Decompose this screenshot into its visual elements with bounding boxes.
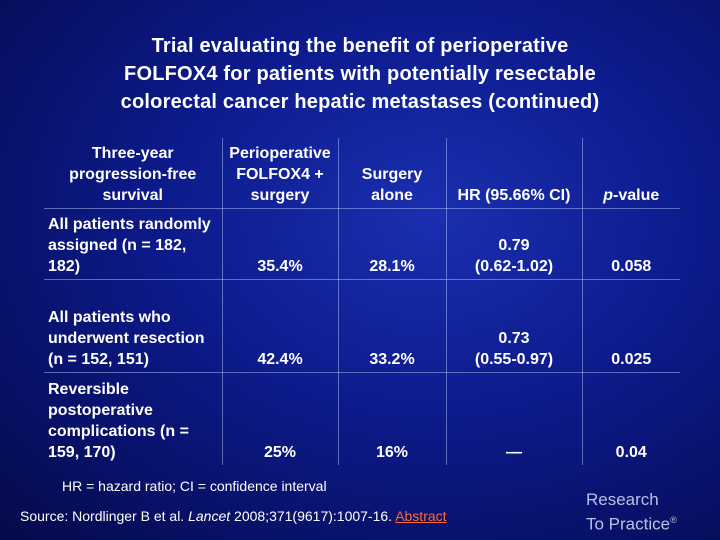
row-label: Reversible postoperative complications (…	[44, 372, 223, 465]
surgery-value: 16%	[338, 372, 447, 465]
header-p-value: p-value	[582, 138, 680, 209]
hr-ci: (0.62-1.02)	[474, 258, 554, 275]
source-prefix: Source: Nordlinger B et al.	[20, 508, 185, 524]
source-citation-detail: 2008;371(9617):1007-16.	[234, 508, 393, 524]
abstract-link[interactable]: Abstract	[395, 508, 447, 524]
table-header-row: Three-year progression-free survival Per…	[44, 138, 680, 209]
folfox-value: 35.4%	[222, 208, 339, 280]
row-label: All patients who underwent resection (n …	[44, 279, 223, 373]
title-line-2: FOLFOX4 for patients with potentially re…	[124, 63, 596, 85]
header-folfox: Perioperative FOLFOX4 + surgery	[222, 138, 339, 209]
hr-value: 0.73 (0.55-0.97)	[446, 279, 583, 373]
hr-ci: (0.55-0.97)	[474, 351, 554, 368]
registered-mark: ®	[670, 515, 677, 525]
logo-line-1: Research	[586, 490, 659, 509]
source-citation: Source: Nordlinger B et al. Lancet 2008;…	[20, 508, 447, 524]
header-surgery-alone: Surgery alone	[338, 138, 447, 209]
header-hr: HR (95.66% CI)	[446, 138, 583, 209]
hr-estimate: 0.73	[498, 330, 530, 347]
p-italic: p	[603, 187, 614, 204]
folfox-value: 25%	[222, 372, 339, 465]
logo-line-2: To Practice	[586, 514, 671, 534]
p-value: 0.025	[582, 279, 680, 373]
logo-line-2-wrap: To Practice®	[586, 510, 712, 535]
hr-estimate: 0.79	[498, 237, 530, 254]
surgery-value: 33.2%	[338, 279, 447, 373]
p-value: 0.04	[615, 444, 647, 461]
slide-title: Trial evaluating the benefit of perioper…	[40, 32, 680, 116]
p-suffix: -value	[613, 187, 660, 204]
table-row: All patients who underwent resection (n …	[44, 279, 680, 373]
hr-value: 0.79 (0.62-1.02)	[446, 208, 583, 280]
title-line-1: Trial evaluating the benefit of perioper…	[151, 35, 569, 57]
results-table: Three-year progression-free survival Per…	[44, 138, 680, 465]
table-row: All patients randomly assigned (n = 182,…	[44, 208, 680, 280]
folfox-value: 42.4%	[222, 279, 339, 373]
row-label: All patients randomly assigned (n = 182,…	[44, 208, 223, 280]
table-row: Reversible postoperative complications (…	[44, 372, 680, 465]
research-to-practice-logo: Research To Practice®	[586, 490, 712, 535]
source-journal: Lancet	[188, 508, 231, 524]
title-line-3: colorectal cancer hepatic metastases (co…	[120, 91, 600, 113]
footnote: HR = hazard ratio; CI = confidence inter…	[62, 478, 327, 494]
hr-value: —	[446, 372, 583, 465]
p-value: 0.058	[582, 208, 680, 280]
header-survival: Three-year progression-free survival	[44, 138, 223, 209]
surgery-value: 28.1%	[338, 208, 447, 280]
